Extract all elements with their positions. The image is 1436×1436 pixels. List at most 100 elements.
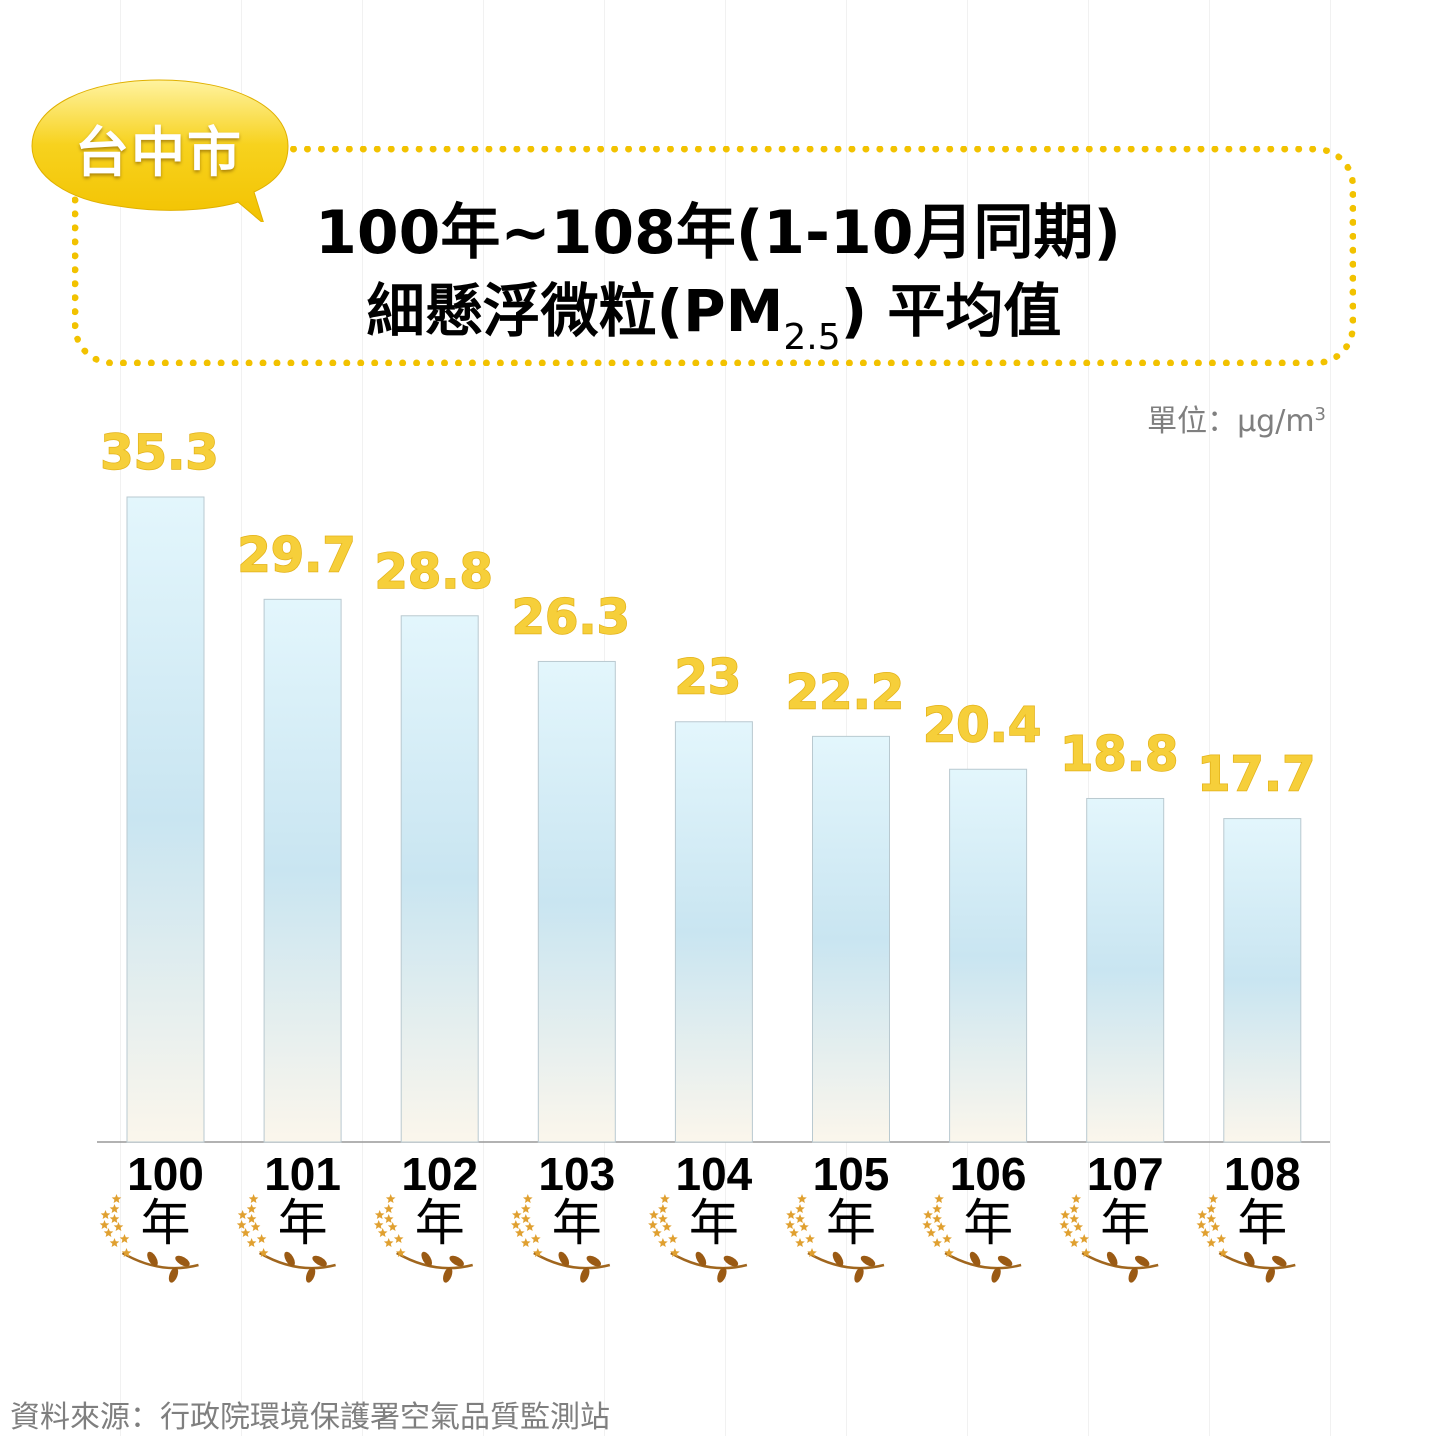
- leaf-icon: [1128, 1267, 1138, 1283]
- bar-105: [812, 735, 890, 1143]
- flower-icon: [258, 1248, 269, 1257]
- value-label-101: 29.7: [237, 527, 355, 583]
- flower-icon: [237, 1210, 248, 1219]
- leaf-icon: [449, 1255, 464, 1267]
- flower-icon: [652, 1228, 662, 1237]
- flower-icon: [109, 1238, 120, 1247]
- flower-icon: [1073, 1222, 1083, 1231]
- flower-icon: [649, 1210, 659, 1219]
- x-tick-105: 105: [813, 1148, 890, 1200]
- chart-title-line2: 細懸浮微粒(PM2.5) 平均值: [0, 264, 1432, 358]
- flower-icon: [512, 1210, 522, 1219]
- branch-icon: [533, 1251, 611, 1270]
- flower-icon: [926, 1228, 936, 1237]
- flower-icon: [113, 1222, 124, 1231]
- flower-icon: [393, 1234, 404, 1243]
- unit-text: 單位：µg/m: [1147, 404, 1315, 439]
- flower-icon: [795, 1238, 805, 1247]
- branch-icon: [944, 1251, 1022, 1270]
- x-tick-102: 102: [401, 1148, 478, 1200]
- flower-icon: [786, 1210, 796, 1219]
- flower-icon: [658, 1238, 668, 1247]
- value-label-100: 35.3: [100, 425, 218, 481]
- flower-icon: [1218, 1248, 1229, 1257]
- leaf-icon: [305, 1267, 316, 1283]
- flower-icon: [785, 1220, 795, 1229]
- leaf-icon: [1265, 1267, 1275, 1283]
- flower-icon: [1063, 1228, 1073, 1237]
- flower-icon: [807, 1248, 817, 1257]
- leaf-icon: [860, 1255, 876, 1267]
- leaf-icon: [991, 1267, 1001, 1283]
- leaf-icon: [717, 1267, 727, 1283]
- flower-icon: [1196, 1220, 1207, 1229]
- flower-icon: [374, 1210, 385, 1219]
- branch-icon: [1081, 1251, 1159, 1270]
- x-tick-103: 103: [538, 1148, 615, 1200]
- flower-icon: [932, 1204, 942, 1213]
- flower-icon: [932, 1238, 942, 1247]
- unit-sup: 3: [1314, 404, 1326, 425]
- flower-icon: [521, 1204, 531, 1213]
- leaf-icon: [168, 1267, 179, 1283]
- value-label-108: 17.7: [1197, 747, 1315, 803]
- flower-icon: [385, 1194, 396, 1203]
- flower-icon: [805, 1234, 815, 1243]
- flower-icon: [103, 1228, 114, 1237]
- x-tick-101: 101: [264, 1148, 341, 1200]
- leaf-icon: [1244, 1251, 1255, 1267]
- x-tick-108: 108: [1224, 1148, 1301, 1200]
- branch-icon: [396, 1251, 474, 1270]
- leaf-icon: [854, 1267, 864, 1283]
- flower-icon: [377, 1228, 388, 1237]
- flower-icon: [648, 1220, 658, 1229]
- flower-icon: [658, 1214, 668, 1223]
- chart-title-line1: 100年~108年(1-10月同期): [315, 198, 1121, 268]
- x-tick-suffix: 年: [689, 1194, 739, 1252]
- flower-icon: [395, 1248, 406, 1257]
- flower-icon: [1069, 1214, 1079, 1223]
- flower-icon: [1069, 1204, 1079, 1213]
- flower-icon: [248, 1194, 259, 1203]
- leaf-icon: [1106, 1251, 1118, 1267]
- title-frame: [72, 146, 1356, 366]
- flower-icon: [387, 1222, 398, 1231]
- flower-icon: [515, 1228, 525, 1237]
- value-label-104: 23: [675, 650, 742, 706]
- flower-icon: [246, 1214, 257, 1223]
- flower-icon: [799, 1222, 809, 1231]
- speech-bubble: [31, 79, 289, 222]
- data-source: 資料來源：行政院環境保護署空氣品質監測站: [10, 1400, 610, 1435]
- bar-100: [126, 496, 205, 1143]
- x-tick-104: 104: [676, 1148, 753, 1200]
- flower-icon: [523, 1194, 533, 1203]
- flower-icon: [942, 1234, 952, 1243]
- leaf-icon: [284, 1251, 295, 1267]
- flower-icon: [1206, 1238, 1217, 1247]
- value-label-107: 18.8: [1060, 726, 1178, 782]
- leaf-icon: [558, 1251, 570, 1267]
- flower-icon: [383, 1238, 394, 1247]
- flower-icon: [256, 1234, 267, 1243]
- title-main: 細懸浮微粒(PM: [366, 277, 784, 345]
- leaf-icon: [695, 1251, 707, 1267]
- bar-104: [674, 721, 753, 1143]
- flower-icon: [660, 1194, 670, 1203]
- leaf-icon: [312, 1255, 327, 1267]
- branch-icon: [258, 1251, 336, 1270]
- flower-icon: [383, 1204, 394, 1213]
- x-tick-106: 106: [950, 1148, 1027, 1200]
- x-tick-suffix: 年: [963, 1194, 1013, 1252]
- flower-icon: [1060, 1210, 1070, 1219]
- x-tick-107: 107: [1087, 1148, 1164, 1200]
- flower-icon: [795, 1214, 805, 1223]
- flower-icon: [521, 1238, 531, 1247]
- bar-101: [263, 598, 342, 1143]
- x-tick-suffix: 年: [278, 1194, 328, 1252]
- leaf-icon: [997, 1255, 1013, 1267]
- title-end: ) 平均值: [840, 277, 1062, 345]
- x-tick-suffix: 年: [826, 1194, 876, 1252]
- title-sub: 2.5: [783, 317, 841, 358]
- x-tick-suffix: 年: [1237, 1194, 1287, 1252]
- flower-icon: [511, 1220, 521, 1229]
